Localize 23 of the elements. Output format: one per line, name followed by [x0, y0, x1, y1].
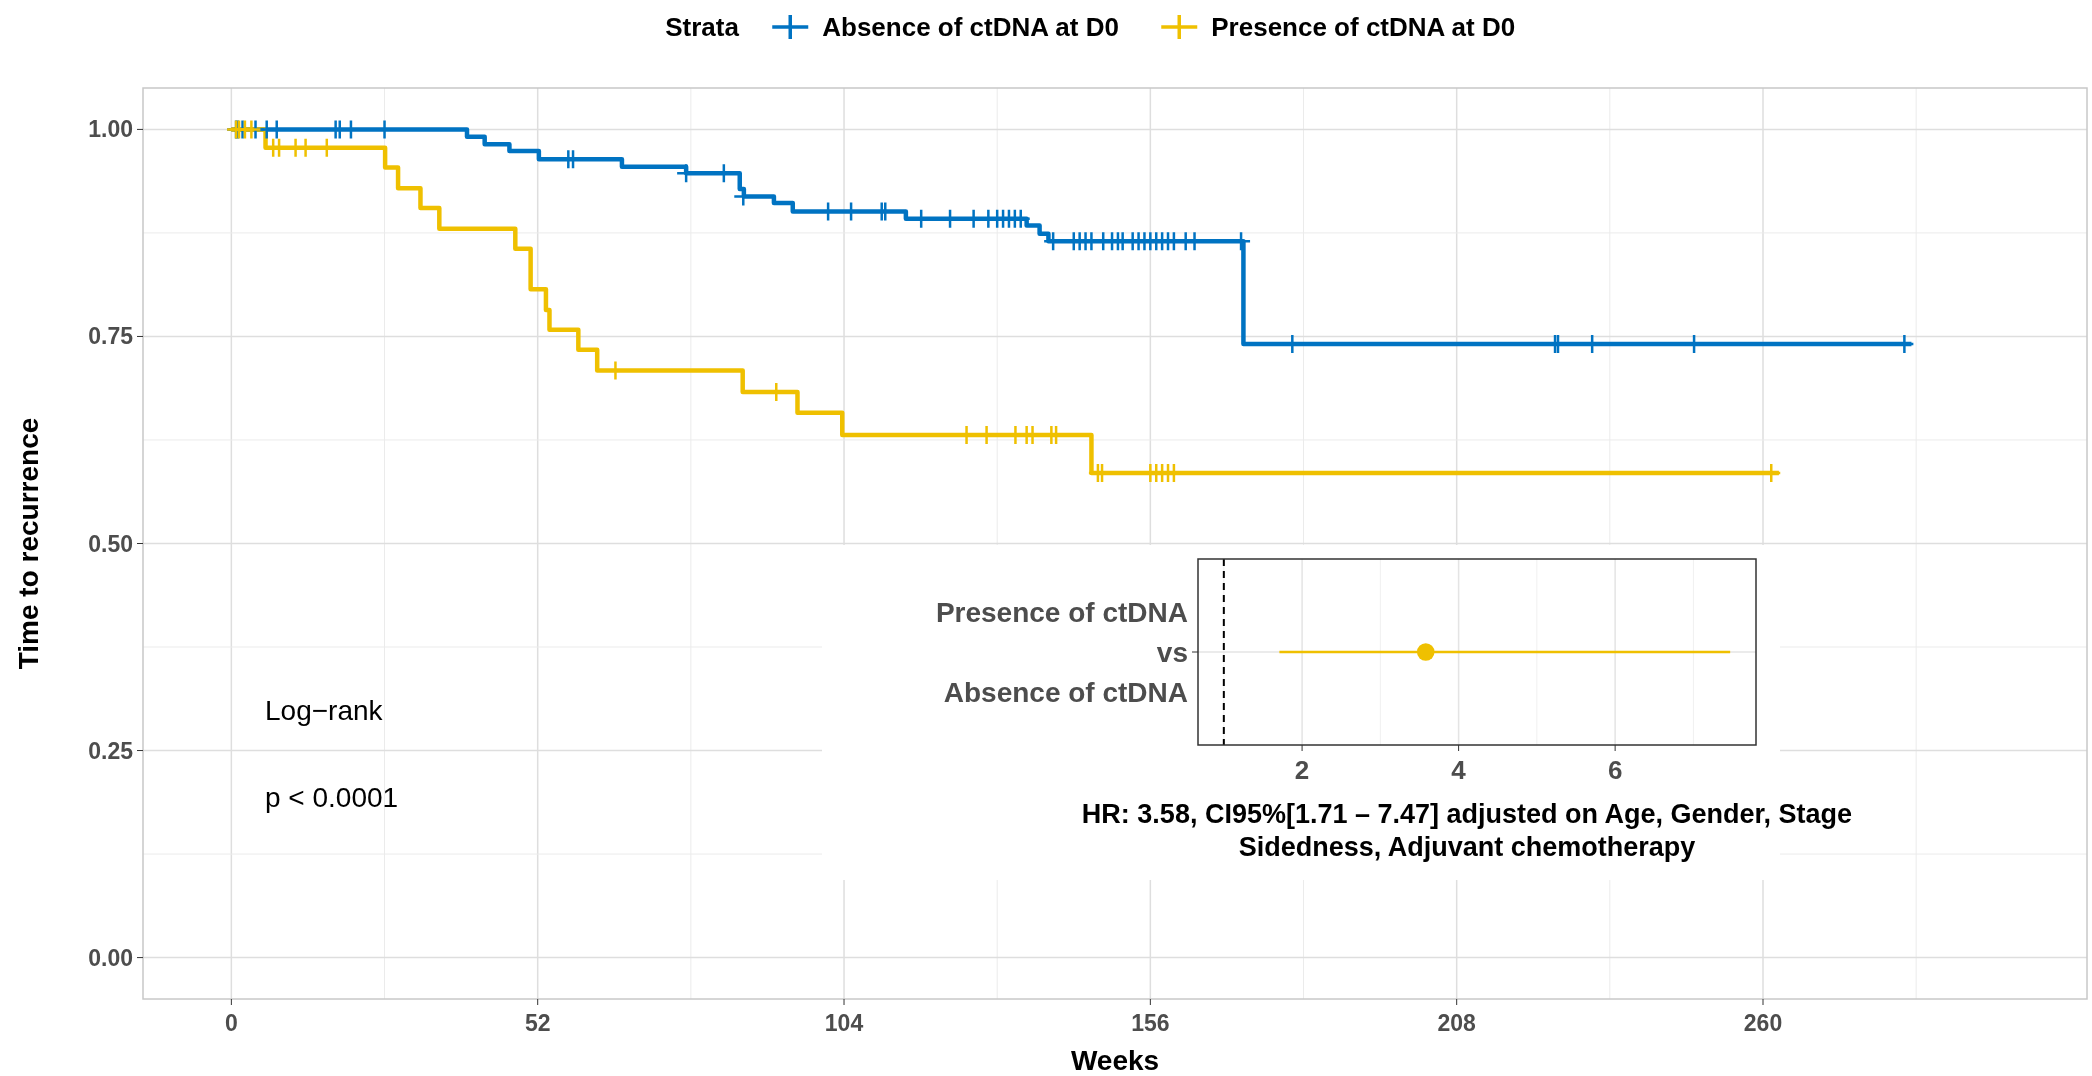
x-tick-label: 104	[824, 1010, 864, 1036]
x-tick-label: 6	[1607, 755, 1623, 785]
legend-title: Strata	[665, 12, 740, 42]
legend-label: Absence of ctDNA at D0	[822, 12, 1119, 42]
x-tick-label: 156	[1131, 1010, 1170, 1036]
y-tick-label: 0.25	[88, 737, 134, 764]
annotation: p < 0.0001	[265, 782, 399, 813]
x-axis-title: HR: 3.58, CI95%[1.71 – 7.47] adjusted on Age, Gender, Stage Sidedness, Adjuvant chemotherapy	[1081, 799, 1853, 862]
y-tick-label: 1.00	[88, 116, 133, 143]
x-tick-label: 4	[1451, 755, 1467, 785]
x-axis-title: Weeks	[1070, 1045, 1160, 1076]
x-tick-label: 0	[224, 1010, 238, 1036]
x-tick-label: 2	[1294, 755, 1310, 785]
annotation: Log−rank	[265, 695, 384, 726]
y-axis-title: Time to recurrence	[13, 417, 44, 670]
y-tick-label: 0.00	[88, 944, 133, 971]
y-tick-label: Presence of ctDNA vs Absence of ctDNA	[935, 597, 1188, 708]
x-tick-label: 260	[1743, 1010, 1783, 1036]
y-tick-label: 0.50	[88, 530, 133, 557]
x-tick-label: 52	[524, 1010, 551, 1036]
x-tick-label: 208	[1437, 1010, 1477, 1036]
y-tick-label: 0.75	[88, 323, 134, 350]
legend-label: Presence of ctDNA at D0	[1211, 12, 1516, 42]
